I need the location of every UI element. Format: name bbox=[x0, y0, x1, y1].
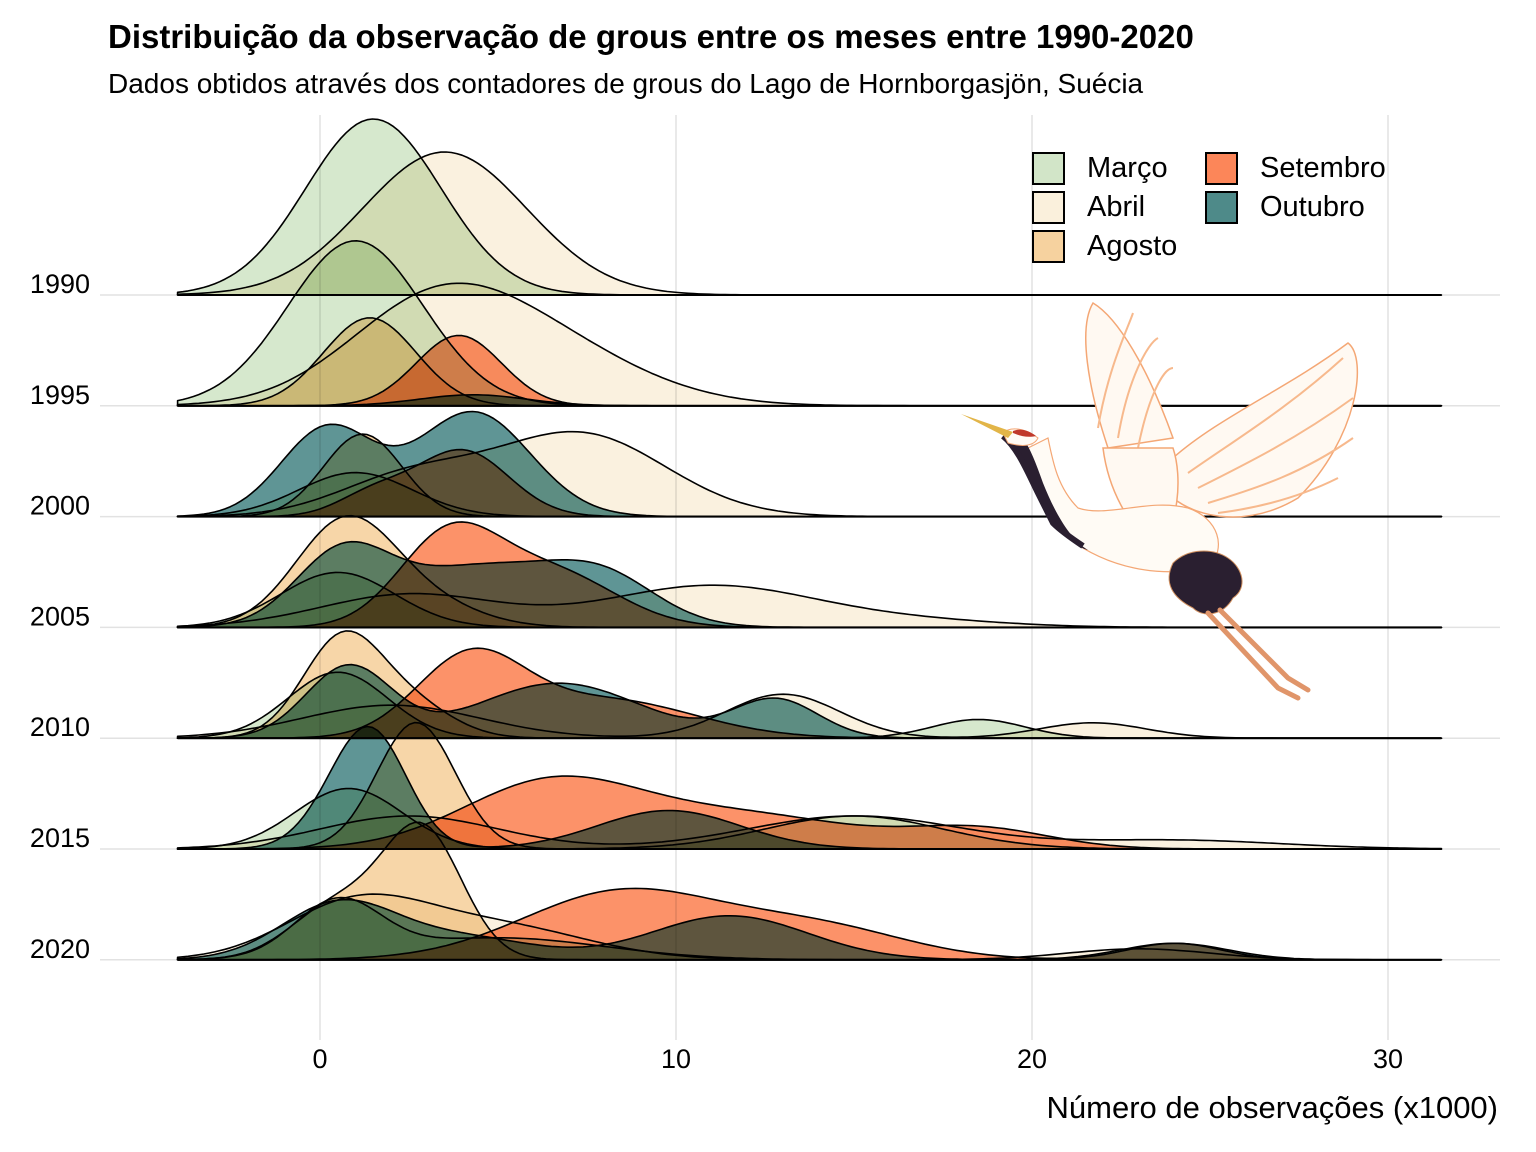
legend-item-outubro[interactable]: Outubro bbox=[1205, 191, 1365, 224]
flying-crane-icon bbox=[961, 301, 1359, 701]
y-axis-labels: 1990 1995 2000 2005 2010 2015 2020 bbox=[30, 269, 90, 964]
legend-key-agosto bbox=[1032, 230, 1065, 263]
legend-label: Março bbox=[1087, 152, 1168, 184]
ridge-row-2000 bbox=[176, 410, 1443, 518]
x-axis-labels: 0 10 20 30 bbox=[312, 1044, 1403, 1074]
density-ridges bbox=[176, 118, 1443, 961]
y-tick-label: 2020 bbox=[30, 934, 90, 964]
legend-label: Agosto bbox=[1087, 230, 1178, 262]
density-1995-agosto bbox=[176, 317, 1443, 407]
x-tick-label: 30 bbox=[1373, 1044, 1403, 1074]
y-tick-label: 2015 bbox=[30, 823, 90, 853]
y-tick-label: 2010 bbox=[30, 712, 90, 742]
chart-title: Distribuição da observação de grous entr… bbox=[108, 18, 1194, 55]
y-tick-label: 2005 bbox=[30, 601, 90, 631]
chart-subtitle: Dados obtidos através dos contadores de … bbox=[108, 68, 1144, 99]
ridge-row-2010 bbox=[176, 630, 1443, 740]
ridge-row-2015 bbox=[176, 721, 1443, 850]
x-tick-label: 20 bbox=[1017, 1044, 1047, 1074]
legend-item-agosto[interactable]: Agosto bbox=[1032, 230, 1177, 263]
x-tick-label: 10 bbox=[661, 1044, 691, 1074]
y-tick-label: 2000 bbox=[30, 491, 90, 521]
density-2020-outubro bbox=[176, 898, 1443, 961]
x-axis-title: Número de observações (x1000) bbox=[1046, 1090, 1498, 1125]
legend-label: Outubro bbox=[1260, 191, 1365, 223]
legend-label: Setembro bbox=[1260, 152, 1386, 184]
ridge-row-1995 bbox=[176, 240, 1443, 407]
legend-key-outubro bbox=[1205, 191, 1238, 224]
x-tick-label: 0 bbox=[312, 1044, 327, 1074]
legend-key-abril bbox=[1032, 191, 1065, 224]
legend-item-marco[interactable]: Março bbox=[1032, 152, 1168, 185]
ridge-row-2005 bbox=[176, 514, 1443, 629]
ridge-row-2020 bbox=[176, 821, 1443, 961]
legend-item-abril[interactable]: Abril bbox=[1032, 191, 1145, 224]
y-tick-label: 1990 bbox=[30, 269, 90, 299]
legend-key-setembro bbox=[1205, 152, 1238, 185]
legend-key-marco bbox=[1032, 152, 1065, 185]
legend-item-setembro[interactable]: Setembro bbox=[1205, 152, 1386, 185]
legend-label: Abril bbox=[1087, 191, 1146, 223]
y-tick-label: 1995 bbox=[30, 380, 90, 410]
